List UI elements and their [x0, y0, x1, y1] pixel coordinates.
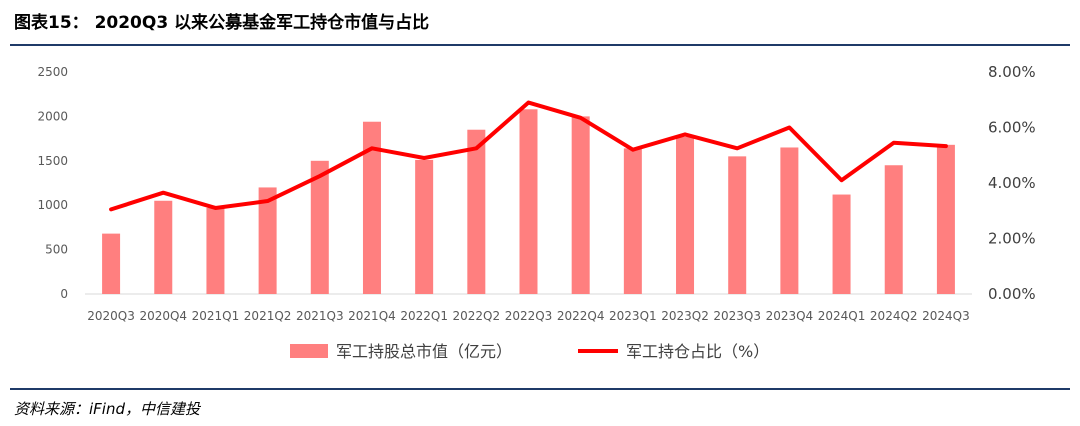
x-tick-label: 2024Q3 — [922, 309, 970, 323]
line-point — [422, 156, 426, 160]
legend-label-bars: 军工持股总市值（亿元） — [336, 342, 512, 361]
legend-swatch-bars — [290, 344, 328, 358]
bar — [780, 147, 799, 294]
x-tick-label: 2021Q2 — [244, 309, 292, 323]
line-point — [631, 148, 635, 152]
combo-chart: 0 500 1000 1500 2000 2500 0.00% 2.00% 4.00% 6.00%… — [37, 63, 1036, 361]
line-point — [892, 141, 896, 145]
line-point — [735, 146, 739, 150]
y-left-tick-label: 1000 — [37, 198, 68, 212]
bar — [728, 156, 747, 294]
bar — [936, 144, 955, 294]
bar — [362, 121, 381, 294]
bar — [884, 165, 903, 294]
bar — [623, 148, 642, 294]
x-tick-label: 2024Q1 — [818, 309, 866, 323]
bar — [519, 109, 538, 295]
line-point — [787, 126, 791, 129]
top-rule — [10, 44, 1070, 46]
line-point — [318, 174, 322, 178]
bar — [310, 160, 329, 294]
y-right-tick-label: 2.00% — [988, 230, 1036, 248]
bar — [258, 187, 277, 294]
line-point — [474, 146, 478, 150]
x-tick-label: 2023Q1 — [609, 309, 657, 323]
x-tick-label: 2023Q4 — [766, 309, 814, 323]
bottom-rule — [10, 388, 1070, 390]
x-tick-label: 2020Q3 — [87, 309, 135, 323]
bar — [676, 136, 695, 294]
y-right-tick-label: 8.00% — [988, 63, 1036, 81]
x-tick-label: 2023Q3 — [713, 309, 761, 323]
line-point — [683, 132, 687, 136]
x-tick-label: 2021Q4 — [348, 309, 396, 323]
line-point — [527, 101, 530, 105]
bar — [571, 116, 590, 295]
y-left-tick-label: 2000 — [37, 109, 68, 123]
line-point — [370, 146, 374, 150]
x-tick-label: 2022Q4 — [557, 309, 605, 323]
figure-title: 图表15： 2020Q3 以来公募基金军工持仓市值与占比 — [14, 13, 430, 33]
bar — [415, 159, 434, 294]
y-right-tick-label: 0.00% — [988, 285, 1036, 303]
source-note: 资料来源：iFind，中信建投 — [14, 400, 200, 418]
x-tick-label: 2023Q2 — [661, 309, 709, 323]
line-point — [109, 207, 113, 211]
bar — [832, 194, 851, 294]
y-left-tick-label: 2500 — [37, 65, 68, 79]
x-tick-label: 2021Q3 — [296, 309, 344, 323]
line-point — [840, 178, 844, 182]
bar — [467, 129, 486, 294]
line-point — [579, 116, 583, 120]
y-right-tick-label: 4.00% — [988, 174, 1036, 192]
bar — [102, 233, 121, 294]
x-tick-label: 2022Q1 — [400, 309, 448, 323]
x-tick-label: 2022Q2 — [453, 309, 501, 323]
bar — [154, 200, 173, 294]
x-tick-label: 2024Q2 — [870, 309, 918, 323]
y-left-tick-label: 500 — [45, 243, 68, 257]
line-point — [266, 199, 270, 203]
line-point — [161, 191, 165, 195]
x-tick-label: 2022Q3 — [505, 309, 553, 323]
line-point — [944, 144, 948, 148]
x-tick-label: 2021Q1 — [192, 309, 240, 323]
y-left-tick-label: 0 — [60, 287, 68, 301]
legend-label-line: 军工持仓占比（%） — [626, 342, 769, 361]
x-tick-label: 2020Q4 — [139, 309, 187, 323]
line-point — [213, 206, 217, 210]
bar — [206, 207, 225, 294]
y-right-tick-label: 6.00% — [988, 119, 1036, 137]
y-left-tick-label: 1500 — [37, 154, 68, 168]
